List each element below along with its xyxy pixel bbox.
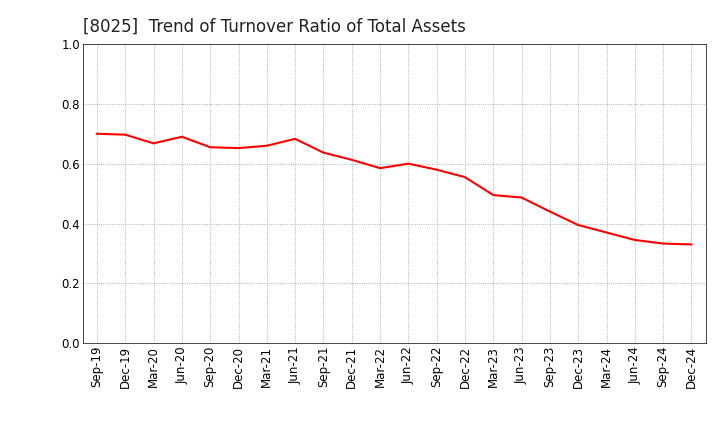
Text: [8025]  Trend of Turnover Ratio of Total Assets: [8025] Trend of Turnover Ratio of Total … <box>83 18 466 36</box>
